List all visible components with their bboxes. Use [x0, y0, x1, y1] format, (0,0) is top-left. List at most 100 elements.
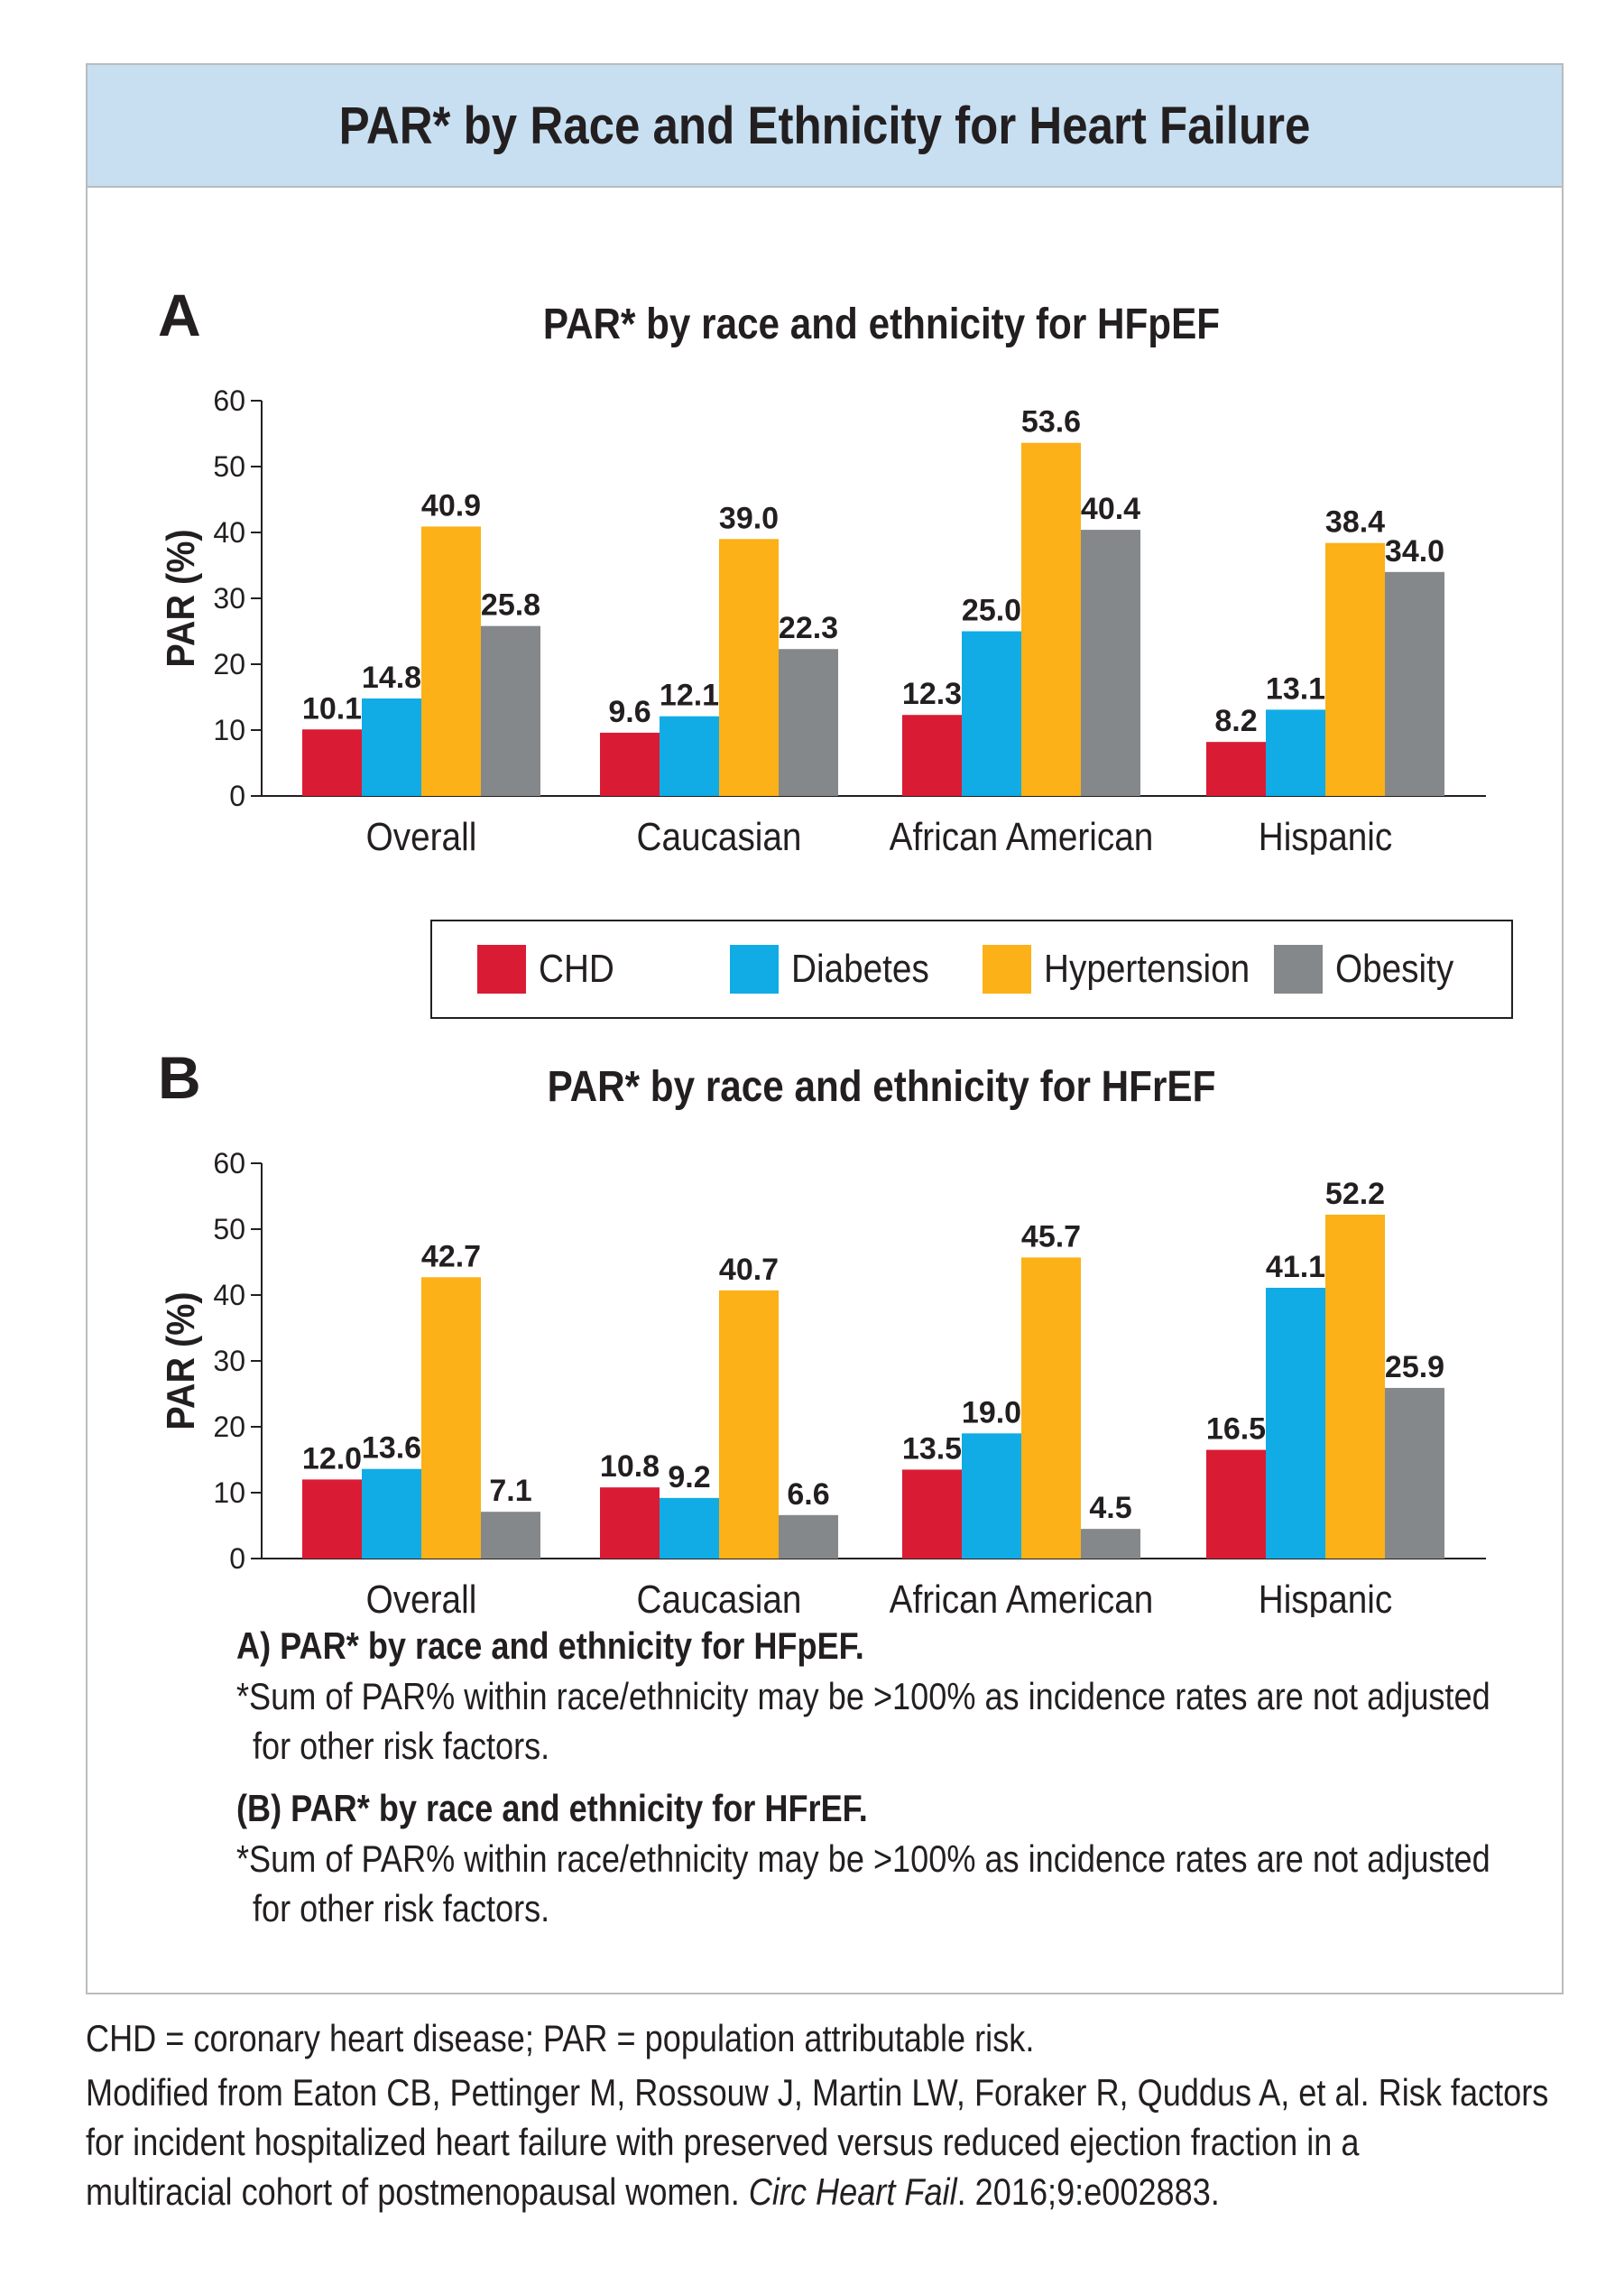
data-label-chd-hispanic: 16.5	[1206, 1412, 1266, 1447]
data-label-hypertension-caucasian: 40.7	[719, 1253, 779, 1287]
footer-source-suffix: . 2016;9:e002883.	[956, 2170, 1220, 2213]
data-label-obesity-overall: 25.8	[481, 588, 540, 623]
legend-label-obesity: Obesity	[1335, 947, 1454, 991]
legend-item-obesity: Obesity	[1274, 921, 1470, 1017]
data-label-diabetes-african-american: 19.0	[962, 1395, 1021, 1429]
legend-label-diabetes: Diabetes	[791, 947, 929, 991]
bar-diabetes-overall	[362, 698, 421, 796]
bar-chd-hispanic	[1206, 1449, 1266, 1559]
data-label-obesity-hispanic: 34.0	[1385, 534, 1444, 569]
chart-title: PAR* by race and ethnicity for HFpEF	[543, 299, 1220, 347]
data-label-obesity-hispanic: 25.9	[1385, 1350, 1444, 1384]
bar-diabetes-african-american	[962, 631, 1021, 796]
footer-abbreviations: CHD = coronary heart disease; PAR = popu…	[86, 2017, 1035, 2059]
data-label-hypertension-overall: 42.7	[421, 1239, 481, 1273]
bar-chd-african-american	[902, 1469, 962, 1559]
legend-swatch-diabetes	[730, 945, 779, 994]
y-tick-label: 40	[213, 1279, 245, 1311]
data-label-hypertension-hispanic: 38.4	[1325, 505, 1385, 540]
caption-b-note: *Sum of PAR% within race/ethnicity may b…	[236, 1837, 1490, 1880]
x-category-label: Overall	[366, 1577, 477, 1617]
bar-hypertension-caucasian	[719, 539, 779, 796]
caption-a-note-cont: for other risk factors.	[253, 1725, 550, 1767]
legend: CHD Diabetes Hypertension Obesity	[430, 920, 1513, 1019]
legend-item-diabetes: Diabetes	[730, 921, 948, 1017]
bar-chd-hispanic	[1206, 742, 1266, 796]
data-label-chd-african-american: 13.5	[902, 1431, 962, 1466]
data-label-diabetes-hispanic: 13.1	[1266, 671, 1325, 706]
bar-chd-caucasian	[600, 732, 660, 796]
legend-label-chd: CHD	[539, 947, 614, 991]
bar-hypertension-overall	[421, 526, 481, 796]
data-label-obesity-overall: 7.1	[489, 1474, 531, 1508]
bar-hypertension-hispanic	[1325, 1214, 1385, 1559]
caption-b-title: (B) PAR* by race and ethnicity for HFrEF…	[236, 1787, 868, 1829]
y-tick-label: 20	[213, 648, 245, 680]
data-label-chd-overall: 10.1	[302, 691, 362, 726]
legend-swatch-chd	[477, 945, 526, 994]
data-label-hypertension-african-american: 45.7	[1021, 1219, 1081, 1254]
data-label-hypertension-caucasian: 39.0	[719, 501, 779, 535]
x-category-label: Hispanic	[1259, 814, 1392, 855]
y-tick-label: 10	[213, 714, 245, 746]
footer-source-line-3: multiracial cohort of postmenopausal wom…	[86, 2168, 1220, 2216]
x-category-label: African American	[890, 1577, 1154, 1617]
bar-obesity-caucasian	[779, 1514, 838, 1559]
bar-hypertension-caucasian	[719, 1290, 779, 1559]
legend-item-chd: CHD	[477, 921, 624, 1017]
y-tick-label: 60	[213, 1147, 245, 1180]
bar-hypertension-african-american	[1021, 1257, 1081, 1559]
bar-diabetes-hispanic	[1266, 709, 1325, 796]
bar-hypertension-hispanic	[1325, 542, 1385, 796]
legend-label-hypertension: Hypertension	[1044, 947, 1250, 991]
data-label-hypertension-overall: 40.9	[421, 488, 481, 523]
x-category-label: Caucasian	[637, 1577, 802, 1617]
bar-diabetes-caucasian	[660, 1497, 719, 1559]
bar-chd-overall	[302, 729, 362, 796]
x-category-label: Caucasian	[637, 814, 802, 855]
y-tick-label: 0	[229, 780, 245, 812]
bar-chd-caucasian	[600, 1487, 660, 1559]
legend-item-hypertension: Hypertension	[983, 921, 1278, 1017]
footer-source-prefix: multiracial cohort of postmenopausal wom…	[86, 2170, 749, 2213]
y-tick-label: 20	[213, 1411, 245, 1443]
data-label-obesity-african-american: 4.5	[1089, 1491, 1131, 1525]
data-label-chd-hispanic: 8.2	[1214, 704, 1257, 738]
chart-hfpef: A PAR* by race and ethnicity for HFpEF PAR…	[158, 282, 1486, 855]
data-label-hypertension-hispanic: 52.2	[1325, 1177, 1385, 1211]
x-category-label: Hispanic	[1259, 1577, 1392, 1617]
caption-a-note: *Sum of PAR% within race/ethnicity may b…	[236, 1675, 1490, 1717]
header-band	[88, 65, 1562, 188]
bar-obesity-overall	[481, 625, 540, 796]
data-label-hypertension-african-american: 53.6	[1021, 405, 1081, 439]
bar-obesity-african-american	[1081, 530, 1140, 796]
bar-obesity-caucasian	[779, 649, 838, 796]
bar-hypertension-overall	[421, 1277, 481, 1559]
bar-diabetes-overall	[362, 1468, 421, 1559]
footer-source-line-1: Modified from Eaton CB, Pettinger M, Ros…	[86, 2071, 1549, 2114]
bar-obesity-hispanic	[1385, 1387, 1444, 1559]
bar-diabetes-african-american	[962, 1433, 1021, 1559]
y-tick-label: 30	[213, 582, 245, 615]
data-label-chd-caucasian: 10.8	[600, 1449, 660, 1484]
bar-chd-african-american	[902, 715, 962, 796]
x-category-label: African American	[890, 814, 1154, 855]
footer-journal-name: Circ Heart Fail	[748, 2170, 957, 2213]
bar-obesity-african-american	[1081, 1529, 1140, 1559]
x-category-label: Overall	[366, 814, 477, 855]
data-label-diabetes-african-american: 25.0	[962, 594, 1021, 628]
y-tick-label: 50	[213, 450, 245, 483]
data-label-obesity-caucasian: 22.3	[779, 611, 838, 645]
chart-hfref: B PAR* by race and ethnicity for HFrEF PAR…	[158, 1044, 1486, 1617]
data-label-obesity-african-american: 40.4	[1081, 492, 1140, 526]
bar-obesity-hispanic	[1385, 571, 1444, 796]
y-tick-label: 50	[213, 1213, 245, 1245]
data-label-diabetes-overall: 14.8	[362, 661, 421, 695]
bar-diabetes-caucasian	[660, 716, 719, 796]
bar-hypertension-african-american	[1021, 442, 1081, 796]
footer-source-line-2: for incident hospitalized heart failure …	[86, 2121, 1360, 2163]
data-label-chd-caucasian: 9.6	[608, 695, 651, 729]
y-axis-label: PAR (%)	[158, 529, 202, 667]
data-label-diabetes-hispanic: 41.1	[1266, 1250, 1325, 1284]
figure-panel: PAR* by Race and Ethnicity for Heart Fai…	[86, 63, 1564, 1994]
